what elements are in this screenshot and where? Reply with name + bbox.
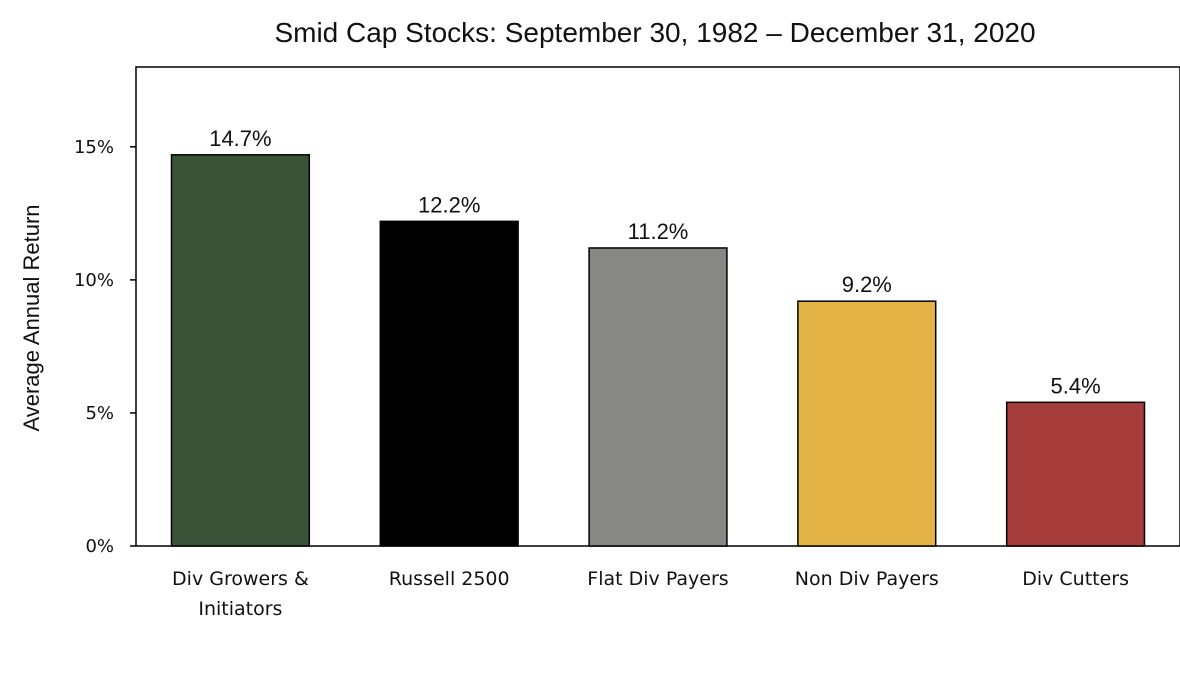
bar: [1005, 401, 1146, 547]
bars: [170, 154, 1146, 547]
y-tick-label: 10%: [74, 270, 114, 291]
category-label: Initiators: [198, 598, 282, 620]
y-tick-label: 5%: [85, 403, 114, 424]
data-labels: 14.7% 12.2% 11.2% 9.2% 5.4%: [209, 126, 1100, 398]
bar: [797, 300, 937, 547]
y-axis-ticks: 0% 5% 10% 15%: [74, 137, 136, 557]
bar-value-label: 12.2%: [418, 192, 480, 217]
bar-value-label: 9.2%: [842, 272, 892, 297]
y-tick-label: 0%: [85, 536, 114, 557]
bar-value-label: 5.4%: [1051, 373, 1101, 398]
category-labels: Div Growers & Initiators Russell 2500 Flat …: [172, 568, 1129, 620]
y-axis-label: Average Annual Return: [19, 204, 44, 431]
bar: [588, 247, 728, 547]
y-tick-label: 15%: [74, 137, 114, 158]
bar: [170, 154, 311, 547]
chart-title: Smid Cap Stocks: September 30, 1982 – De…: [274, 17, 1035, 48]
category-label: Flat Div Payers: [587, 568, 728, 590]
bar-value-label: 14.7%: [209, 126, 271, 151]
bar-value-label: 11.2%: [628, 219, 689, 244]
bar: [379, 220, 519, 547]
category-label: Russell 2500: [389, 568, 510, 590]
category-label: Div Cutters: [1022, 568, 1129, 590]
category-label: Non Div Payers: [795, 568, 939, 590]
category-label: Div Growers &: [172, 568, 309, 590]
